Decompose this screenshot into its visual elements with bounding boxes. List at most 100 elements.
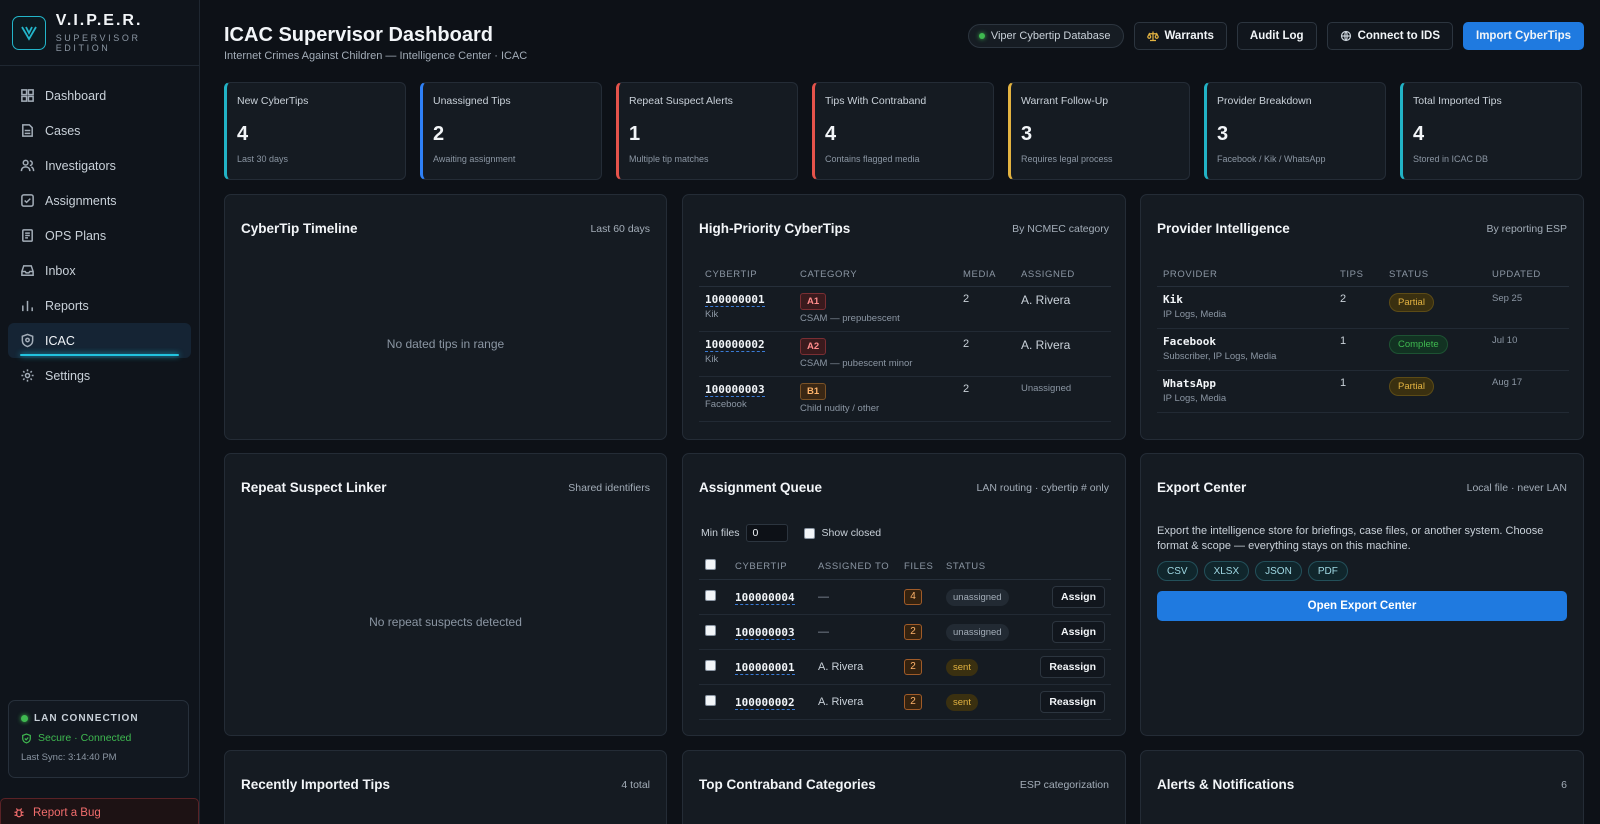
- select-all-checkbox[interactable]: [705, 559, 716, 570]
- stat-sub: Facebook / Kik / WhatsApp: [1217, 154, 1326, 164]
- table-row[interactable]: Facebook Subscriber, IP Logs, Media 1 Com…: [1157, 328, 1569, 371]
- sidebar-item-inbox[interactable]: Inbox: [8, 253, 191, 288]
- audit-log-button[interactable]: Audit Log: [1236, 22, 1317, 50]
- stat-card-total-imported-tips[interactable]: Total Imported Tips 4 Stored in ICAC DB: [1400, 82, 1582, 180]
- table-row[interactable]: 100000001 Kik A1 CSAM — prepubescent 2 A. …: [699, 286, 1111, 332]
- stat-sub: Awaiting assignment: [433, 154, 516, 164]
- sidebar-item-label: Cases: [45, 123, 81, 138]
- sidebar-item-assignments[interactable]: Assignments: [8, 183, 191, 218]
- stat-card-warrant-follow-up[interactable]: Warrant Follow-Up 3 Requires legal proce…: [1008, 82, 1190, 180]
- category-desc: Child nudity / other: [800, 403, 880, 414]
- import-cybertips-button[interactable]: Import CyberTips: [1463, 22, 1584, 50]
- connect-ids-label: Connect to IDS: [1357, 30, 1440, 42]
- column-header: FILES: [898, 559, 940, 580]
- export-description: Export the intelligence store for briefi…: [1157, 525, 1544, 552]
- assigned-name: Unassigned: [1015, 376, 1111, 422]
- sidebar-item-label: ICAC: [45, 333, 75, 348]
- stat-card-tips-with-contraband[interactable]: Tips With Contraband 4 Contains flagged …: [812, 82, 994, 180]
- sidebar-item-settings[interactable]: Settings: [8, 358, 191, 393]
- table-row[interactable]: 100000003 — 2 unassigned Assign: [699, 614, 1111, 650]
- stat-sub: Contains flagged media: [825, 154, 920, 164]
- cybertip-link[interactable]: 100000001: [705, 293, 765, 307]
- format-chip-json[interactable]: JSON: [1255, 561, 1302, 581]
- users-icon: [20, 159, 35, 172]
- row-checkbox[interactable]: [705, 590, 716, 601]
- provider-name: WhatsApp: [1163, 377, 1216, 390]
- table-row[interactable]: 100000002 A. Rivera 2 sent Reassign: [699, 684, 1111, 720]
- panel-title: Repeat Suspect Linker: [241, 480, 387, 495]
- sidebar-item-cases[interactable]: Cases: [8, 113, 191, 148]
- sidebar-item-investigators[interactable]: Investigators: [8, 148, 191, 183]
- column-header: STATUS: [940, 559, 1030, 580]
- stat-card-provider-breakdown[interactable]: Provider Breakdown 3 Facebook / Kik / Wh…: [1204, 82, 1386, 180]
- stat-card-unassigned-tips[interactable]: Unassigned Tips 2 Awaiting assignment: [420, 82, 602, 180]
- row-checkbox[interactable]: [705, 625, 716, 636]
- gear-icon: [21, 369, 34, 382]
- panel-meta: LAN routing · cybertip # only: [976, 482, 1109, 494]
- provider-name: Facebook: [705, 399, 747, 410]
- table-row[interactable]: 100000003 Facebook B1 Child nudity / other…: [699, 376, 1111, 422]
- cybertip-timeline-panel: CyberTip Timeline Last 60 days No dated …: [224, 194, 667, 440]
- stat-label: Tips With Contraband: [825, 95, 927, 107]
- cybertip-link[interactable]: 100000001: [735, 660, 795, 675]
- panel-meta: Local file · never LAN: [1466, 482, 1567, 494]
- format-chip-xlsx[interactable]: XLSX: [1203, 561, 1250, 581]
- table-row[interactable]: WhatsApp IP Logs, Media 1 Partial Aug 17: [1157, 370, 1569, 413]
- sidebar-item-dashboard[interactable]: Dashboard: [8, 78, 191, 113]
- table-row[interactable]: 100000001 A. Rivera 2 sent Reassign: [699, 649, 1111, 685]
- row-checkbox[interactable]: [705, 660, 716, 671]
- stat-value: 4: [825, 123, 837, 145]
- sidebar-item-icac[interactable]: ICAC: [8, 323, 191, 358]
- export-center-panel: Export Center Local file · never LAN Exp…: [1140, 453, 1584, 736]
- tip-count: 1: [1334, 370, 1383, 413]
- status-badge: sent: [946, 693, 978, 711]
- main-content: ICAC Supervisor Dashboard Internet Crime…: [200, 0, 1600, 824]
- category-badge: A1: [800, 293, 827, 310]
- brand-subtitle: SUPERVISOR EDITION: [55, 33, 141, 53]
- stat-label: Total Imported Tips: [1413, 95, 1502, 107]
- table-row[interactable]: Kik IP Logs, Media 2 Partial Sep 25: [1157, 286, 1569, 329]
- show-closed-checkbox[interactable]: [803, 527, 815, 539]
- warrants-button[interactable]: Warrants: [1133, 22, 1227, 50]
- cybertip-link[interactable]: 100000002: [705, 338, 765, 352]
- open-export-center-button[interactable]: Open Export Center: [1157, 591, 1567, 621]
- stat-label: Warrant Follow-Up: [1021, 95, 1109, 107]
- connect-ids-button[interactable]: Connect to IDS: [1326, 22, 1453, 50]
- stat-value: 4: [237, 123, 249, 145]
- provider-name: Kik: [705, 354, 719, 365]
- reassign-button[interactable]: Reassign: [1040, 691, 1105, 713]
- format-chip-pdf[interactable]: PDF: [1307, 561, 1348, 581]
- sidebar-nav: Dashboard Cases Investigators Assignment…: [0, 66, 199, 393]
- stat-card-new-cybertips[interactable]: New CyberTips 4 Last 30 days: [224, 82, 406, 180]
- queue-filters: Min files 0 Show closed: [701, 524, 881, 542]
- sidebar-item-label: Assignments: [45, 193, 117, 208]
- panel-title: Provider Intelligence: [1157, 221, 1290, 236]
- import-cybertips-label: Import CyberTips: [1476, 30, 1571, 42]
- category-badge: B1: [800, 383, 827, 400]
- brand-name: V.I.P.E.R.: [55, 12, 143, 29]
- files-badge: 2: [904, 624, 922, 640]
- sidebar-item-reports[interactable]: Reports: [8, 288, 191, 323]
- status-badge: Partial: [1389, 293, 1434, 312]
- format-chip-csv[interactable]: CSV: [1157, 561, 1198, 581]
- panel-title: Alerts & Notifications: [1157, 777, 1295, 792]
- sidebar-item-label: Reports: [45, 298, 89, 313]
- assign-button[interactable]: Assign: [1051, 621, 1105, 643]
- page-subtitle: Internet Crimes Against Children — Intel…: [224, 50, 528, 62]
- cybertip-link[interactable]: 100000002: [735, 695, 795, 710]
- bar-chart-icon: [22, 300, 33, 312]
- assign-button[interactable]: Assign: [1051, 586, 1105, 608]
- stat-card-repeat-suspect-alerts[interactable]: Repeat Suspect Alerts 1 Multiple tip mat…: [616, 82, 798, 180]
- report-bug-button[interactable]: Report a Bug: [0, 798, 199, 824]
- cybertip-link[interactable]: 100000004: [735, 590, 795, 605]
- table-row[interactable]: 100000004 — 4 unassigned Assign: [699, 579, 1111, 615]
- sidebar-item-ops-plans[interactable]: OPS Plans: [8, 218, 191, 253]
- cybertip-link[interactable]: 100000003: [705, 383, 765, 397]
- reassign-button[interactable]: Reassign: [1040, 656, 1105, 678]
- row-checkbox[interactable]: [705, 695, 716, 706]
- stat-sub: Requires legal process: [1021, 154, 1113, 164]
- min-files-input[interactable]: 0: [745, 524, 788, 542]
- table-row[interactable]: 100000002 Kik A2 CSAM — pubescent minor 2 …: [699, 331, 1111, 377]
- cybertip-link[interactable]: 100000003: [735, 625, 795, 640]
- column-header: UPDATED: [1486, 269, 1569, 287]
